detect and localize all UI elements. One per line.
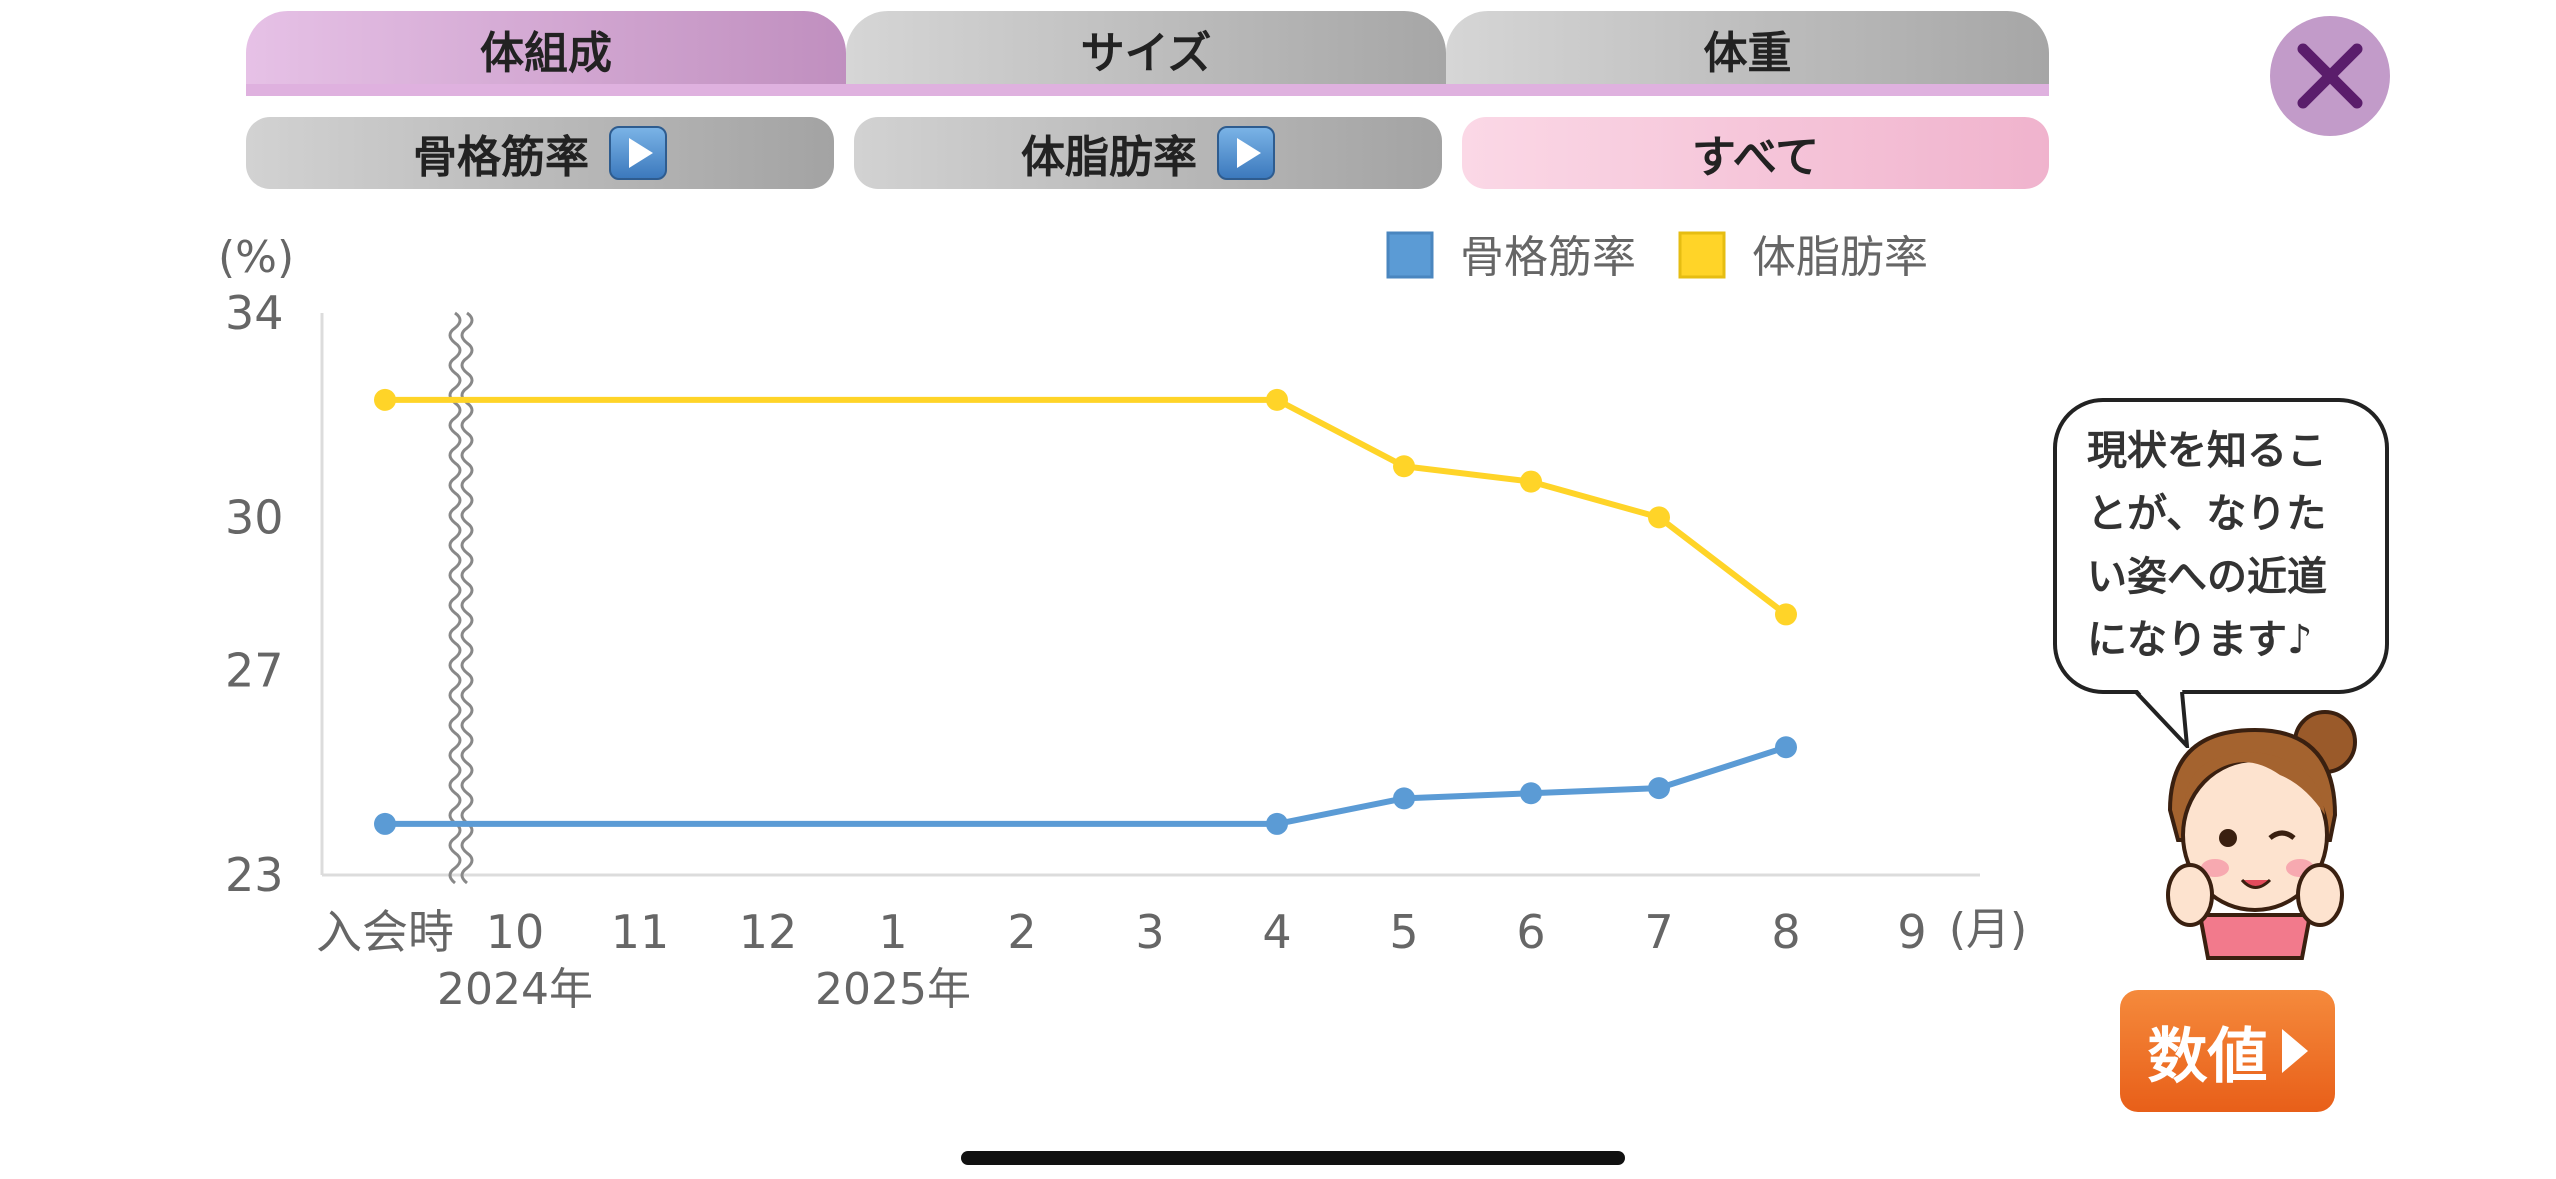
y-tick-label: 27 bbox=[225, 644, 284, 698]
data-point bbox=[1648, 506, 1670, 529]
x-axis-unit: (月) bbox=[1949, 904, 2027, 955]
x-tick-label: 1 bbox=[878, 905, 907, 959]
data-point bbox=[374, 812, 396, 835]
year-label: 2025年 bbox=[815, 964, 971, 1015]
data-point bbox=[1393, 787, 1415, 810]
play-icon bbox=[1217, 126, 1275, 180]
bubble-line: 現状を知るこ bbox=[2087, 428, 2327, 474]
tab-body-composition[interactable]: 体組成 bbox=[246, 11, 846, 87]
tab-weight[interactable]: 体重 bbox=[1446, 11, 2049, 87]
y-tick-label: 34 bbox=[225, 286, 284, 340]
year-label: 2024年 bbox=[437, 964, 593, 1015]
numeric-view-button[interactable]: 数値 bbox=[2120, 990, 2335, 1112]
x-tick-label: 7 bbox=[1644, 905, 1673, 959]
data-point bbox=[1520, 782, 1542, 805]
speech-bubble-tail bbox=[2134, 688, 2190, 748]
legend-label: 体脂肪率 bbox=[1752, 232, 1928, 283]
bubble-line: い姿への近道 bbox=[2087, 554, 2327, 600]
x-tick-label: 3 bbox=[1135, 905, 1164, 959]
data-point bbox=[374, 388, 396, 411]
data-point bbox=[1393, 455, 1415, 478]
numeric-view-label: 数値 bbox=[2147, 1021, 2268, 1092]
body-fat-button[interactable]: 体脂肪率 bbox=[854, 117, 1442, 189]
x-tick-label: 6 bbox=[1516, 905, 1545, 959]
y-tick-label: 30 bbox=[225, 490, 284, 544]
skeletal-muscle-label: 骨格筋率 bbox=[413, 132, 589, 183]
data-point bbox=[1266, 388, 1288, 411]
x-tick-label: 8 bbox=[1771, 905, 1800, 959]
play-icon bbox=[609, 126, 667, 180]
y-tick-label: 23 bbox=[225, 848, 284, 902]
x-tick-label: 11 bbox=[611, 905, 670, 959]
data-point bbox=[1775, 603, 1797, 626]
legend-label: 骨格筋率 bbox=[1460, 232, 1636, 283]
x-tick-label: 2 bbox=[1007, 905, 1036, 959]
series-line bbox=[385, 744, 1787, 827]
legend-swatch bbox=[1678, 231, 1726, 279]
tab-underline bbox=[246, 84, 2049, 96]
bubble-line: とが、なりた bbox=[2087, 491, 2327, 537]
x-tick-label: 10 bbox=[486, 905, 545, 959]
series-line bbox=[385, 396, 1788, 617]
legend-swatch bbox=[1386, 231, 1434, 279]
tab-label: サイズ bbox=[1080, 28, 1212, 79]
x-tick-label: 5 bbox=[1389, 905, 1418, 959]
all-button[interactable]: すべて bbox=[1462, 117, 2049, 189]
bubble-line: になります♪ bbox=[2087, 617, 2313, 663]
all-label: すべて bbox=[1691, 132, 1820, 183]
data-point bbox=[1775, 736, 1797, 759]
data-point bbox=[1648, 777, 1670, 800]
data-point bbox=[1266, 812, 1288, 835]
axis-break-mark bbox=[448, 311, 462, 885]
speech-bubble: 現状を知るこ とが、なりた い姿への近道 になります♪ bbox=[2053, 398, 2389, 694]
arrow-right-icon bbox=[2281, 1029, 2308, 1073]
body-fat-label: 体脂肪率 bbox=[1021, 132, 1197, 183]
skeletal-muscle-button[interactable]: 骨格筋率 bbox=[246, 117, 834, 189]
close-button[interactable] bbox=[2270, 16, 2390, 136]
y-axis-unit: (%) bbox=[218, 232, 294, 283]
x-tick-label: 入会時 bbox=[316, 905, 454, 959]
x-tick-label: 4 bbox=[1262, 905, 1291, 959]
home-indicator[interactable] bbox=[961, 1151, 1625, 1165]
mascot-girl-icon bbox=[2166, 710, 2357, 960]
tab-label: 体重 bbox=[1703, 28, 1792, 79]
data-point bbox=[1520, 470, 1542, 493]
axis-break-mark bbox=[460, 311, 474, 885]
tab-size[interactable]: サイズ bbox=[846, 11, 1446, 87]
x-tick-label: 12 bbox=[739, 905, 798, 959]
x-tick-label: 9 bbox=[1897, 905, 1926, 959]
close-x-icon bbox=[2297, 43, 2363, 109]
tab-label: 体組成 bbox=[480, 28, 612, 79]
